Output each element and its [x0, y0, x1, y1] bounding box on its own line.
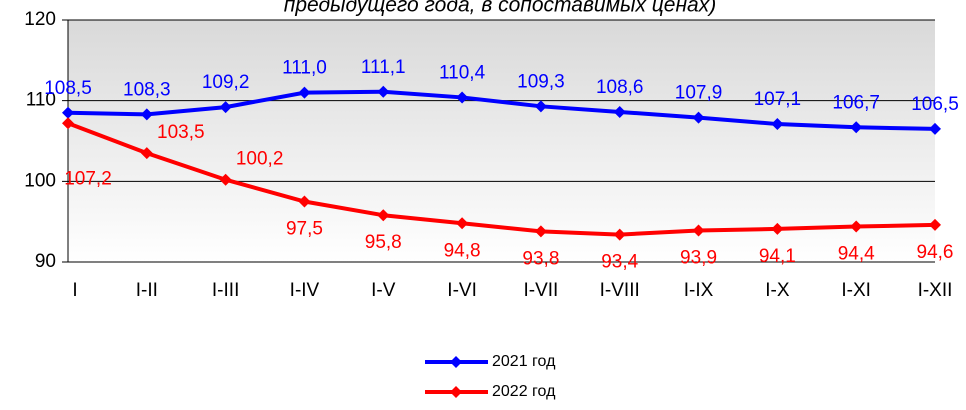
- series-line: [67, 121, 936, 237]
- data-label: 97,5: [286, 219, 323, 240]
- legend-marker: [450, 356, 462, 368]
- data-label: 109,3: [517, 71, 565, 92]
- data-label: 95,8: [365, 232, 402, 253]
- data-label: 107,9: [675, 83, 723, 104]
- data-label: 103,5: [157, 122, 205, 143]
- point-marker: [850, 220, 863, 233]
- point-marker: [456, 217, 469, 230]
- point-marker: [771, 118, 784, 131]
- point-marker: [929, 122, 941, 135]
- x-tick-label: I-XI: [841, 280, 871, 301]
- x-tick-label: I-X: [765, 280, 790, 301]
- point-marker: [771, 222, 784, 235]
- x-tick-label: I-VI: [447, 280, 477, 301]
- point-marker: [377, 85, 390, 98]
- x-tick-label: I-VII: [523, 280, 558, 301]
- data-label: 109,2: [202, 72, 250, 93]
- legend-label: 2022 год: [492, 383, 556, 400]
- y-tick-label: 100: [24, 170, 56, 191]
- point-marker: [298, 86, 311, 99]
- legend-label: 2021 год: [492, 353, 556, 370]
- data-label: 108,5: [44, 78, 92, 99]
- point-marker: [219, 101, 232, 114]
- data-label: 111,1: [361, 57, 406, 78]
- x-tick-label: I-V: [371, 280, 396, 301]
- point-marker: [62, 117, 74, 130]
- data-label: 93,9: [680, 248, 717, 269]
- point-marker: [219, 173, 232, 186]
- point-marker: [377, 209, 390, 222]
- chart-title: предыдущего года, в сопоставимых ценах): [284, 0, 716, 17]
- point-marker: [456, 91, 469, 104]
- data-label: 94,6: [917, 242, 954, 263]
- point-marker: [850, 121, 863, 134]
- point-marker: [692, 224, 705, 237]
- point-marker: [298, 195, 311, 208]
- x-tick-label: I-IV: [290, 280, 320, 301]
- point-marker: [534, 225, 547, 238]
- x-tick-label: I-XII: [918, 280, 953, 301]
- y-tick-label: 120: [24, 9, 56, 30]
- x-tick-label: I-VIII: [600, 280, 640, 301]
- data-label: 107,2: [64, 168, 112, 189]
- data-label: 94,4: [838, 244, 875, 265]
- y-tick-label: 90: [35, 251, 56, 272]
- data-label: 93,8: [522, 248, 559, 269]
- point-marker: [140, 147, 153, 160]
- x-tick-label: I-IX: [684, 280, 714, 301]
- data-label: 106,7: [832, 92, 880, 113]
- point-marker: [534, 100, 547, 113]
- data-label: 108,3: [123, 79, 171, 100]
- series-line: [67, 89, 936, 131]
- y-tick-label: 110: [26, 90, 56, 111]
- point-marker: [929, 218, 941, 231]
- data-label: 106,5: [911, 94, 959, 115]
- legend-marker: [450, 386, 462, 398]
- data-label: 93,4: [601, 252, 638, 273]
- point-marker: [613, 228, 626, 241]
- point-marker: [692, 111, 705, 124]
- point-marker: [62, 106, 74, 119]
- point-marker: [613, 105, 626, 118]
- data-label: 111,0: [282, 58, 327, 79]
- data-label: 110,4: [439, 62, 486, 83]
- data-label: 94,8: [444, 240, 481, 261]
- data-label: 94,1: [759, 246, 796, 267]
- x-tick-label: I-II: [136, 280, 158, 301]
- x-tick-label: I-III: [212, 280, 239, 301]
- point-marker: [140, 108, 153, 121]
- data-label: 100,2: [236, 149, 284, 170]
- data-label: 107,1: [754, 89, 802, 110]
- plot-area: [68, 20, 935, 262]
- data-label: 108,6: [596, 77, 644, 98]
- x-tick-label: I: [72, 280, 77, 301]
